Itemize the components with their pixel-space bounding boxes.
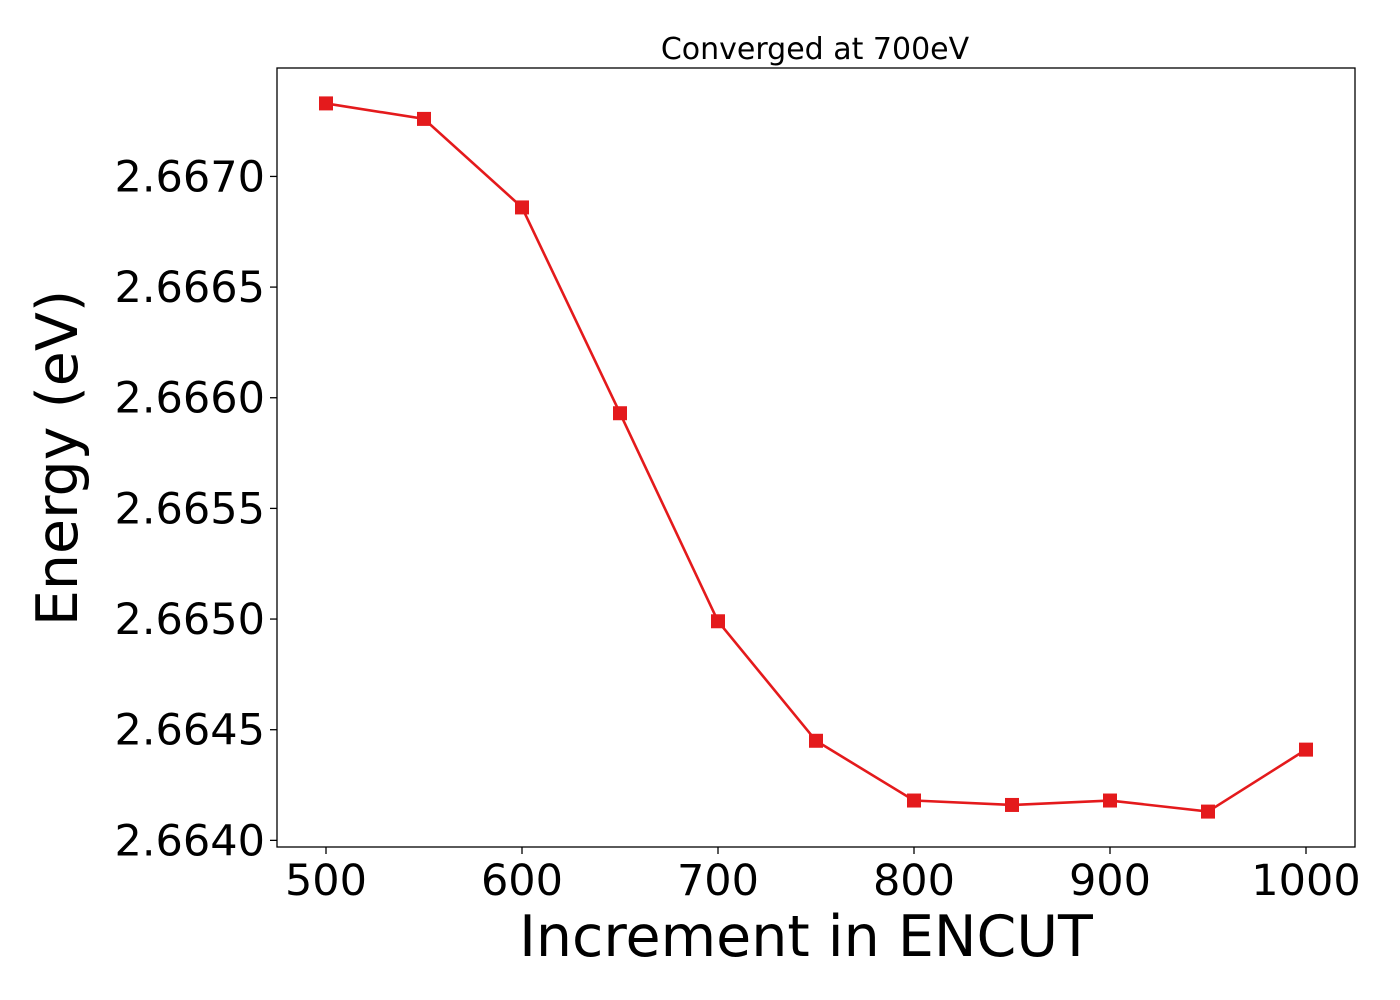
- y-tick-label: 2.6665: [115, 263, 265, 313]
- data-point-marker: [1201, 804, 1215, 819]
- chart-title: Converged at 700eV: [661, 32, 970, 67]
- x-tick-label: 700: [677, 856, 759, 906]
- data-point-marker: [1299, 742, 1313, 757]
- x-axis-label: Increment in ENCUT: [519, 904, 1093, 970]
- x-tick-label: 600: [481, 856, 563, 906]
- y-tick-label: 2.6640: [115, 816, 265, 866]
- y-tick-label: 2.6660: [115, 374, 265, 424]
- data-series: [319, 96, 1313, 819]
- x-tick-label: 1000: [1251, 856, 1360, 906]
- x-tick-label: 900: [1069, 856, 1151, 906]
- data-point-marker: [319, 96, 333, 111]
- y-axis-ticks: 2.6640 2.6645 2.6650 2.6655 2.6660 2.6665 2.66…: [115, 152, 277, 866]
- x-tick-label: 800: [873, 856, 955, 906]
- y-tick-label: 2.6650: [115, 595, 265, 645]
- plot-area: [276, 67, 1356, 848]
- data-point-marker: [809, 733, 823, 748]
- y-axis-label: Energy (eV): [25, 290, 91, 626]
- data-point-marker: [613, 406, 627, 421]
- y-tick-label: 2.6655: [115, 484, 265, 534]
- y-tick-label: 2.6670: [115, 152, 265, 202]
- data-point-marker: [417, 111, 431, 126]
- x-axis-ticks: 500 600 700 800 900 1000: [285, 847, 1361, 906]
- series-line: [325, 102, 1307, 813]
- data-point-marker: [711, 614, 725, 629]
- data-point-marker: [1103, 793, 1117, 808]
- data-point-marker: [1005, 797, 1019, 812]
- data-point-marker: [515, 200, 529, 215]
- data-point-marker: [907, 793, 921, 808]
- y-tick-label: 2.6645: [115, 706, 265, 756]
- x-tick-label: 500: [285, 856, 367, 906]
